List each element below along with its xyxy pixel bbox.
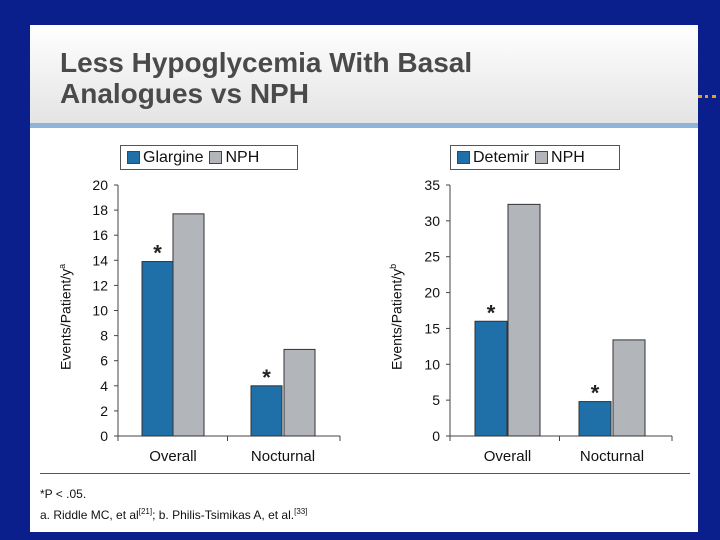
slide-title: Less Hypoglycemia With Basal Analogues v…: [60, 47, 472, 109]
title-line-1: Less Hypoglycemia With Basal: [60, 47, 473, 78]
x-tick-label-0-0: Overall: [149, 448, 197, 465]
bar-0-overall-nph: [172, 213, 205, 437]
legend-swatch-detemir: [457, 151, 470, 164]
title-area: Less Hypoglycemia With Basal Analogues v…: [30, 25, 698, 123]
bar-0-nocturnal-nph: [283, 348, 316, 437]
y-tick-label-1-1: 5: [432, 392, 440, 408]
significance-marker-1-1: *: [591, 381, 600, 406]
legend-swatch-nph-right: [535, 151, 549, 164]
slide: Less Hypoglycemia With Basal Analogues v…: [30, 25, 698, 532]
legend-label-nph-right: NPH: [551, 148, 585, 166]
legend-swatch-glargine: [127, 151, 140, 164]
title-line-2: Analogues vs NPH: [60, 78, 309, 109]
x-tick-label-1-0: Overall: [484, 448, 532, 465]
significance-marker-0-1: *: [262, 365, 271, 390]
y-tick-label-1-4: 20: [424, 285, 440, 301]
footer-divider: [40, 473, 690, 474]
bar-0-overall-glargine: [141, 261, 174, 437]
y-tick-label-1-6: 30: [424, 213, 440, 229]
y-tick-label-1-3: 15: [424, 320, 440, 336]
bar-0-nocturnal-glargine: [250, 385, 283, 437]
chart-glargine-svg: 0 2 4 6 8 10 12 14 16 18 20 Overall Nocturnal * * 0 5 10 1…: [92, 177, 673, 465]
bar-1-nocturnal-nph: [612, 339, 646, 437]
y-tick-label-0-0: 0: [100, 428, 108, 444]
y-tick-label-0-1: 2: [100, 403, 108, 419]
y-tick-label-0-9: 18: [92, 202, 108, 218]
decorative-dots: [698, 95, 716, 101]
y-tick-label-0-8: 16: [92, 227, 108, 243]
title-divider: [30, 123, 698, 128]
legend-item-nph-left: NPH: [209, 149, 259, 167]
legend-label-detemir: Detemir: [473, 148, 530, 166]
footnote-significance: *P < .05.: [40, 487, 87, 501]
y-tick-label-1-7: 35: [424, 177, 440, 193]
legend-item-detemir: Detemir: [457, 149, 529, 167]
x-tick-label-0-1: Nocturnal: [251, 448, 315, 465]
footnote-references: a. Riddle MC, et al[21]; b. Philis-Tsimi…: [40, 507, 308, 522]
bar-1-nocturnal-detemir: [578, 401, 612, 437]
legend-swatch-nph-left: [209, 151, 223, 164]
y-axis-label-right: Events/Patient/yb: [388, 263, 405, 370]
y-tick-label-1-5: 25: [424, 249, 440, 265]
y-tick-label-0-2: 4: [100, 378, 108, 394]
significance-marker-1-0: *: [487, 300, 496, 325]
legend-item-nph-right: NPH: [535, 149, 585, 167]
bar-1-overall-detemir: [474, 320, 508, 437]
y-tick-label-1-2: 10: [424, 356, 440, 372]
legend-left: Glargine NPH: [120, 145, 298, 170]
bar-1-overall-nph: [507, 203, 541, 437]
y-tick-label-0-3: 6: [100, 353, 108, 369]
y-tick-label-0-6: 12: [92, 277, 108, 293]
significance-marker-0-0: *: [153, 241, 162, 266]
legend-right: Detemir NPH: [450, 145, 620, 170]
y-tick-label-1-0: 0: [432, 428, 440, 444]
legend-label-glargine: Glargine: [143, 148, 204, 166]
y-tick-label-0-4: 8: [100, 328, 108, 344]
legend-item-glargine: Glargine: [127, 149, 203, 167]
legend-label-nph-left: NPH: [225, 148, 260, 166]
y-tick-label-0-7: 14: [92, 252, 108, 268]
y-tick-label-0-5: 10: [92, 303, 108, 319]
y-tick-label-0-10: 20: [92, 177, 108, 193]
chart-glargine: 0 2 4 6 8 10 12 14 16 18 20 Overall Nocturnal * * 0 5 10 1…: [30, 25, 698, 473]
x-tick-label-1-1: Nocturnal: [580, 448, 644, 465]
